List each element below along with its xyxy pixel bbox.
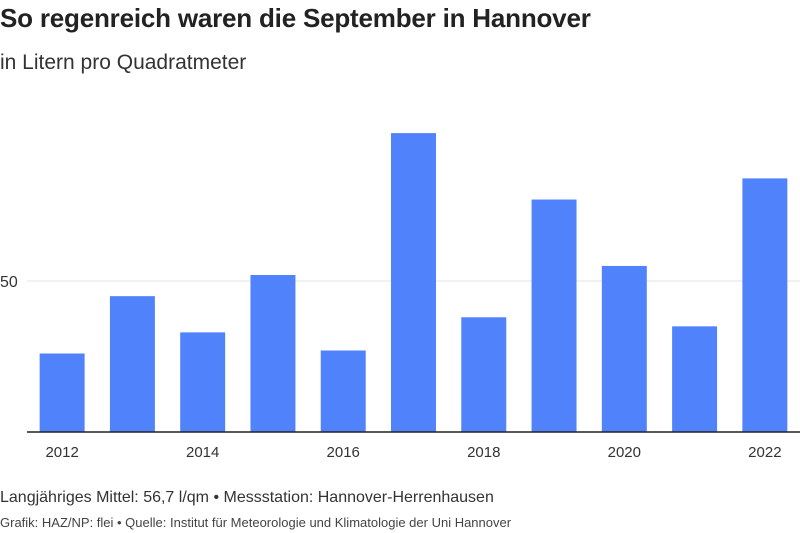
bar-2012: [39, 353, 85, 432]
x-tick-label: 2018: [467, 444, 500, 461]
x-tick-label: 2014: [186, 444, 219, 461]
footer-note: Langjähriges Mittel: 56,7 l/qm • Messsta…: [0, 489, 494, 506]
bar-2020: [601, 265, 647, 432]
y-tick-label: 50: [0, 274, 18, 291]
bar-2022: [742, 178, 788, 432]
chart-subtitle: in Litern pro Quadratmeter: [0, 51, 247, 74]
bar-2019: [531, 199, 577, 432]
bar-chart: 2012 2014 2016 2018 2020 2022 50: [0, 133, 800, 461]
bar-2013: [109, 296, 155, 432]
x-tick-label: 2022: [748, 444, 781, 461]
bars-layer: [39, 133, 788, 432]
bar-2014: [180, 332, 226, 432]
bar-2016: [320, 350, 366, 432]
x-tick-label: 2016: [327, 444, 360, 461]
y-tick-labels: 50: [0, 274, 18, 291]
bar-2021: [672, 326, 718, 432]
x-tick-label: 2020: [608, 444, 641, 461]
x-tick-labels: 2012 2014 2016 2018 2020 2022: [45, 444, 781, 461]
bar-2017: [391, 133, 436, 432]
x-tick-label: 2012: [45, 444, 78, 461]
bar-2018: [461, 317, 507, 432]
bar-2015: [250, 275, 296, 432]
footer-source: Grafik: HAZ/NP: flei • Quelle: Institut …: [0, 515, 512, 530]
chart-title: So regenreich waren die September in Han…: [0, 3, 591, 33]
